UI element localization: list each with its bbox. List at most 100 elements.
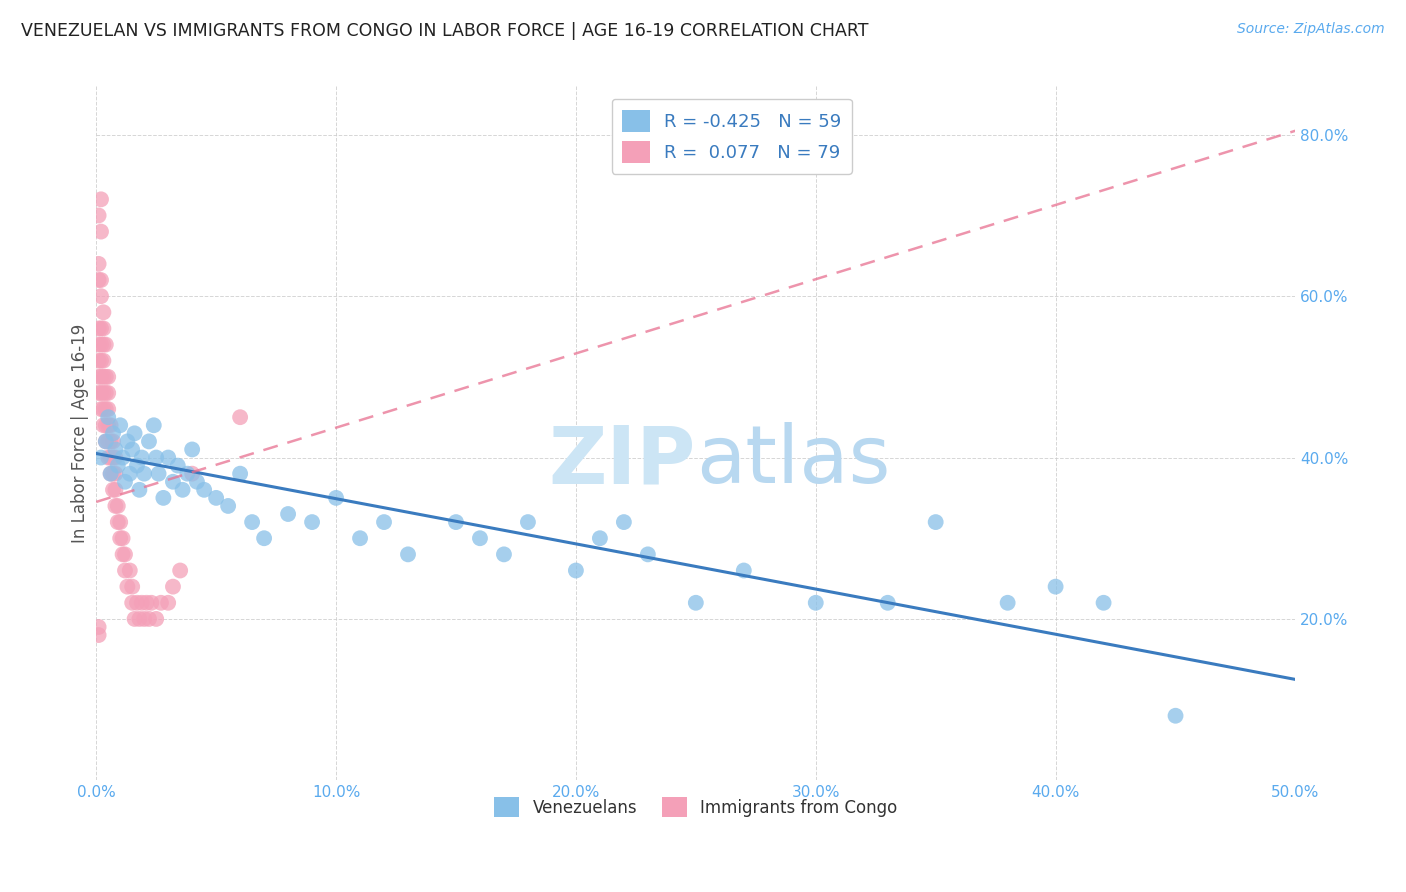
- Point: [108, 531, 131, 545]
- Point: [94, 386, 117, 401]
- Point: [124, 612, 146, 626]
- Point: [181, 442, 204, 457]
- Point: [166, 458, 188, 473]
- Point: [138, 434, 160, 449]
- Point: [373, 515, 395, 529]
- Point: [240, 515, 263, 529]
- Point: [492, 547, 515, 561]
- Point: [101, 426, 124, 441]
- Point: [172, 483, 194, 497]
- Point: [100, 467, 122, 481]
- Point: [924, 515, 946, 529]
- Point: [145, 450, 167, 465]
- Point: [100, 418, 122, 433]
- Point: [117, 434, 139, 449]
- Point: [186, 475, 208, 489]
- Point: [94, 434, 117, 449]
- Point: [104, 450, 127, 465]
- Point: [87, 257, 110, 271]
- Point: [229, 467, 252, 481]
- Point: [90, 402, 112, 417]
- Point: [97, 418, 120, 433]
- Point: [93, 386, 115, 401]
- Point: [169, 564, 191, 578]
- Point: [121, 596, 143, 610]
- Point: [1164, 708, 1187, 723]
- Point: [1045, 580, 1067, 594]
- Point: [997, 596, 1019, 610]
- Point: [121, 580, 143, 594]
- Point: [121, 442, 143, 457]
- Point: [181, 467, 204, 481]
- Point: [101, 467, 124, 481]
- Point: [253, 531, 276, 545]
- Point: [134, 467, 156, 481]
- Point: [149, 596, 172, 610]
- Point: [104, 499, 127, 513]
- Point: [87, 273, 110, 287]
- Point: [94, 434, 117, 449]
- Point: [100, 467, 122, 481]
- Point: [90, 321, 112, 335]
- Point: [87, 620, 110, 634]
- Point: [396, 547, 419, 561]
- Point: [128, 483, 150, 497]
- Point: [124, 426, 146, 441]
- Point: [114, 564, 136, 578]
- Point: [876, 596, 898, 610]
- Point: [87, 209, 110, 223]
- Point: [97, 369, 120, 384]
- Point: [104, 442, 127, 457]
- Point: [444, 515, 467, 529]
- Point: [87, 628, 110, 642]
- Point: [125, 458, 148, 473]
- Point: [142, 418, 165, 433]
- Point: [131, 450, 153, 465]
- Point: [217, 499, 239, 513]
- Point: [94, 337, 117, 351]
- Point: [117, 580, 139, 594]
- Point: [162, 580, 184, 594]
- Point: [152, 491, 174, 505]
- Point: [90, 450, 112, 465]
- Point: [114, 547, 136, 561]
- Text: atlas: atlas: [696, 422, 890, 500]
- Point: [90, 192, 112, 206]
- Point: [135, 596, 157, 610]
- Point: [104, 483, 127, 497]
- Point: [733, 564, 755, 578]
- Point: [157, 450, 180, 465]
- Point: [90, 353, 112, 368]
- Point: [516, 515, 538, 529]
- Point: [148, 467, 170, 481]
- Point: [90, 289, 112, 303]
- Point: [118, 467, 141, 481]
- Point: [87, 337, 110, 351]
- Point: [101, 483, 124, 497]
- Point: [145, 612, 167, 626]
- Point: [301, 515, 323, 529]
- Point: [93, 321, 115, 335]
- Point: [131, 596, 153, 610]
- Point: [87, 386, 110, 401]
- Point: [93, 369, 115, 384]
- Point: [97, 434, 120, 449]
- Point: [97, 410, 120, 425]
- Point: [97, 386, 120, 401]
- Point: [90, 225, 112, 239]
- Point: [176, 467, 198, 481]
- Point: [157, 596, 180, 610]
- Point: [107, 499, 129, 513]
- Point: [90, 386, 112, 401]
- Point: [90, 337, 112, 351]
- Point: [93, 353, 115, 368]
- Point: [277, 507, 299, 521]
- Point: [93, 337, 115, 351]
- Point: [108, 515, 131, 529]
- Point: [87, 353, 110, 368]
- Point: [325, 491, 347, 505]
- Point: [107, 458, 129, 473]
- Point: [94, 369, 117, 384]
- Text: Source: ZipAtlas.com: Source: ZipAtlas.com: [1237, 22, 1385, 37]
- Point: [685, 596, 707, 610]
